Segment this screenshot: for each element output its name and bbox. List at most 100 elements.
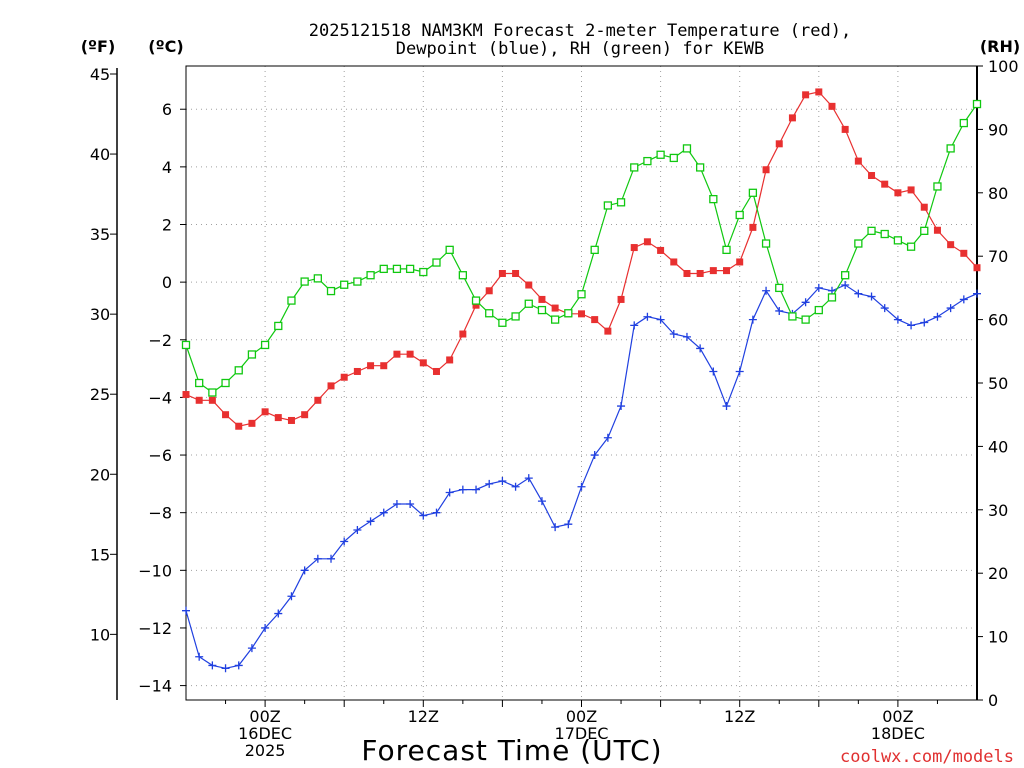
fahrenheit-tick-label: 20 [90,465,110,484]
rh-tick-label: 10 [988,628,1008,647]
data-point [841,271,850,280]
data-point [300,566,309,575]
data-point [643,312,652,321]
data-point [577,482,586,491]
data-point [775,283,784,293]
data-point [696,269,704,277]
data-point [379,264,388,274]
fahrenheit-tick-label: 35 [90,225,110,244]
data-point [405,264,415,274]
data-point [195,652,204,661]
data-point [656,150,665,159]
data-point [959,118,968,128]
data-point [578,310,585,318]
data-point [933,182,942,191]
data-point [537,305,547,315]
rh-tick-label: 100 [988,57,1019,76]
credit-label: coolwx.com/models [840,747,1014,767]
data-point [182,391,190,399]
data-point [379,508,388,517]
data-point [525,281,533,289]
data-point [868,172,876,180]
data-point [946,304,955,313]
data-point [616,198,626,207]
data-point [380,362,388,370]
data-point [260,340,270,350]
data-point [208,661,217,670]
data-point [775,306,784,315]
data-point [827,293,837,302]
data-point [603,201,613,210]
celsius-tick-label: 0 [162,273,172,292]
data-point [959,295,968,304]
rh-tick-label: 0 [988,691,998,710]
data-point [472,301,480,309]
data-point [749,223,757,231]
rh-tick-label: 20 [988,564,1008,583]
fahrenheit-tick-label: 15 [90,545,110,564]
data-point [406,350,414,358]
x-tick-label: 16DEC [238,724,292,743]
data-point [498,269,506,277]
data-point [445,245,454,255]
data-point [458,271,468,280]
data-point [221,664,230,673]
celsius-tick-label: −12 [138,619,172,638]
data-point [261,623,270,632]
data-point [762,286,771,295]
celsius-tick-label: −8 [148,504,172,523]
data-point [419,511,428,520]
data-point [445,488,454,497]
data-point [208,396,216,404]
data-point [682,144,692,153]
data-point [392,264,402,274]
data-point [287,296,296,305]
data-point [498,318,507,327]
data-point [696,163,705,172]
data-point [222,411,230,419]
data-point [590,245,599,255]
celsius-tick-label: −10 [138,561,172,580]
data-point [867,226,876,235]
data-point [248,419,256,427]
data-point [432,508,441,517]
data-point [617,295,625,303]
data-point [828,102,836,110]
fahrenheit-tick-label: 40 [90,145,110,164]
data-point [274,321,283,331]
data-point [748,315,757,324]
data-point [366,517,375,526]
data-point [723,267,731,275]
data-point [854,157,862,165]
data-point [393,350,401,358]
data-point [604,327,612,335]
fahrenheit-tick-label: 10 [90,625,110,644]
data-point [564,309,573,318]
data-point [814,305,823,315]
unit-label-rh: (RH) [980,37,1020,56]
data-point [446,356,454,364]
data-point [564,520,573,529]
data-point [340,373,348,381]
data-point [669,330,678,339]
x-tick-label: 00Z [566,707,597,726]
data-point [603,433,612,442]
data-point [802,91,810,99]
data-point [551,304,559,312]
data-point [353,367,361,375]
data-point [682,332,691,341]
data-point [459,330,467,338]
data-point [353,277,362,286]
data-point [512,269,520,277]
fahrenheit-tick-label: 30 [90,305,110,324]
x-tick-label: 12Z [724,707,755,726]
data-point [854,239,863,248]
data-point [735,210,744,220]
data-point [235,422,243,430]
data-point [511,482,520,491]
axes [110,65,983,707]
data-point [617,402,626,411]
rh-tick-label: 30 [988,501,1008,520]
data-point [524,474,533,483]
